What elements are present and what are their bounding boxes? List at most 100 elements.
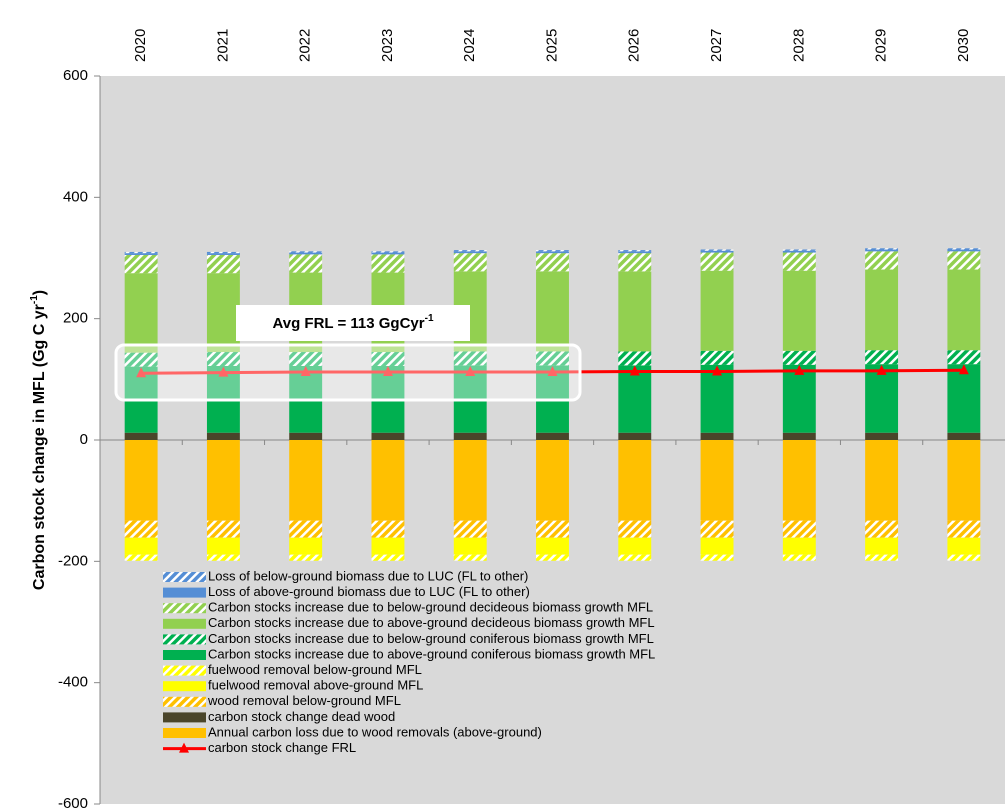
bar-segment	[289, 432, 323, 440]
bar-segment	[700, 249, 734, 251]
frl-marker	[382, 366, 393, 377]
bar-segment	[947, 554, 981, 561]
frl-marker	[876, 364, 887, 375]
bar-segment	[618, 251, 652, 254]
bar-segment	[124, 254, 158, 274]
bar-segment	[371, 440, 405, 521]
legend-swatch	[163, 696, 206, 707]
bar-segment	[947, 249, 981, 252]
bar-segment	[371, 254, 405, 273]
frl-marker	[547, 366, 558, 377]
frl-marker	[794, 364, 805, 375]
y-axis-title-sup: -1	[29, 295, 40, 304]
bar-segment	[124, 537, 158, 555]
bar-segment	[289, 254, 323, 273]
bar-segment	[700, 537, 734, 555]
legend-label: carbon stock change FRL	[208, 740, 356, 755]
bar-segment	[618, 250, 652, 252]
legend-swatch	[163, 728, 206, 738]
bar-segment	[289, 440, 323, 521]
bar-segment	[865, 249, 899, 252]
bar-segment	[536, 432, 569, 440]
legend-label: Carbon stocks increase due to below-grou…	[208, 600, 653, 615]
bar-segment	[536, 351, 569, 366]
y-tick-label: 600	[63, 67, 88, 84]
bar-segment	[124, 440, 158, 521]
bar-segment	[206, 440, 240, 521]
legend-label: wood removal below-ground MFL	[207, 693, 401, 708]
bar-segment	[124, 554, 158, 561]
bar-segment	[371, 537, 405, 555]
bar-segment	[206, 273, 240, 353]
legend-swatch	[163, 618, 206, 629]
legend-marker	[179, 742, 189, 753]
bar-segment	[865, 364, 899, 433]
frl-marker	[136, 367, 147, 378]
bar-segment	[618, 351, 652, 366]
bar-segment	[947, 269, 981, 351]
legend-swatch	[163, 712, 206, 723]
bar-segment	[289, 352, 323, 366]
bar-segment	[536, 250, 569, 252]
x-tick-label: 2027	[708, 29, 725, 62]
bar-segment	[371, 352, 405, 366]
x-tick-label: 2026	[626, 29, 643, 62]
legend-label: Carbon stocks increase due to above-grou…	[208, 646, 655, 661]
bar-segment	[700, 270, 734, 351]
bar-segment	[124, 432, 158, 440]
bar-segment	[124, 520, 158, 538]
frl-marker	[218, 366, 229, 377]
bar-segment	[700, 440, 734, 521]
bar-segment	[536, 253, 569, 272]
legend-swatch	[163, 681, 206, 692]
annotation: Avg FRL = 113 GgCyr-1	[272, 313, 433, 332]
y-axis-title-text: Carbon stock change in MFL (Gg C yr	[31, 304, 48, 590]
x-tick-label: 2022	[297, 29, 314, 62]
bar-segment	[124, 251, 158, 254]
bar-segment	[536, 251, 569, 254]
legend-swatch	[163, 634, 206, 645]
bar-segment	[206, 352, 240, 366]
bar-segment	[124, 273, 158, 353]
frl-marker	[629, 365, 640, 376]
bar-segment	[124, 253, 158, 255]
bar-segment	[618, 520, 652, 538]
bar-segment	[618, 253, 652, 272]
bar-segment	[700, 554, 734, 561]
bar-segment	[700, 252, 734, 271]
bar-segment	[289, 554, 323, 561]
legend-swatch	[163, 603, 206, 614]
bar-segment	[865, 248, 899, 250]
bar-segment	[536, 520, 569, 538]
bar-segment	[700, 432, 734, 440]
bar-segment	[453, 432, 487, 440]
y-tick-label: 0	[80, 431, 88, 448]
highlight-box	[114, 343, 582, 402]
bar-segment	[865, 432, 899, 440]
bar-segment	[947, 350, 981, 365]
bar-segment	[700, 350, 734, 365]
bar-segment	[618, 537, 652, 555]
bar-segment	[124, 352, 158, 367]
y-axis-title: Carbon stock change in MFL (Gg C yr-1)	[29, 290, 49, 590]
bar-segment	[618, 365, 652, 433]
bar-segment	[536, 554, 569, 561]
bar-segment	[865, 537, 899, 555]
bar-segment	[371, 520, 405, 538]
bar-segment	[865, 520, 899, 538]
bar-segment	[700, 520, 734, 538]
x-tick-label: 2030	[955, 29, 972, 62]
frl-marker	[712, 365, 723, 376]
bar-segment	[782, 432, 816, 440]
x-tick-label: 2025	[543, 29, 560, 62]
bar-segment	[453, 520, 487, 538]
bar-segment	[947, 432, 981, 440]
y-axis-title-end: )	[31, 290, 48, 295]
bar-segment	[865, 350, 899, 365]
bar-segment	[206, 253, 240, 255]
frl-marker	[958, 364, 969, 375]
bar-segment	[618, 554, 652, 561]
bar-segment	[371, 251, 405, 253]
legend-swatch	[163, 572, 206, 582]
